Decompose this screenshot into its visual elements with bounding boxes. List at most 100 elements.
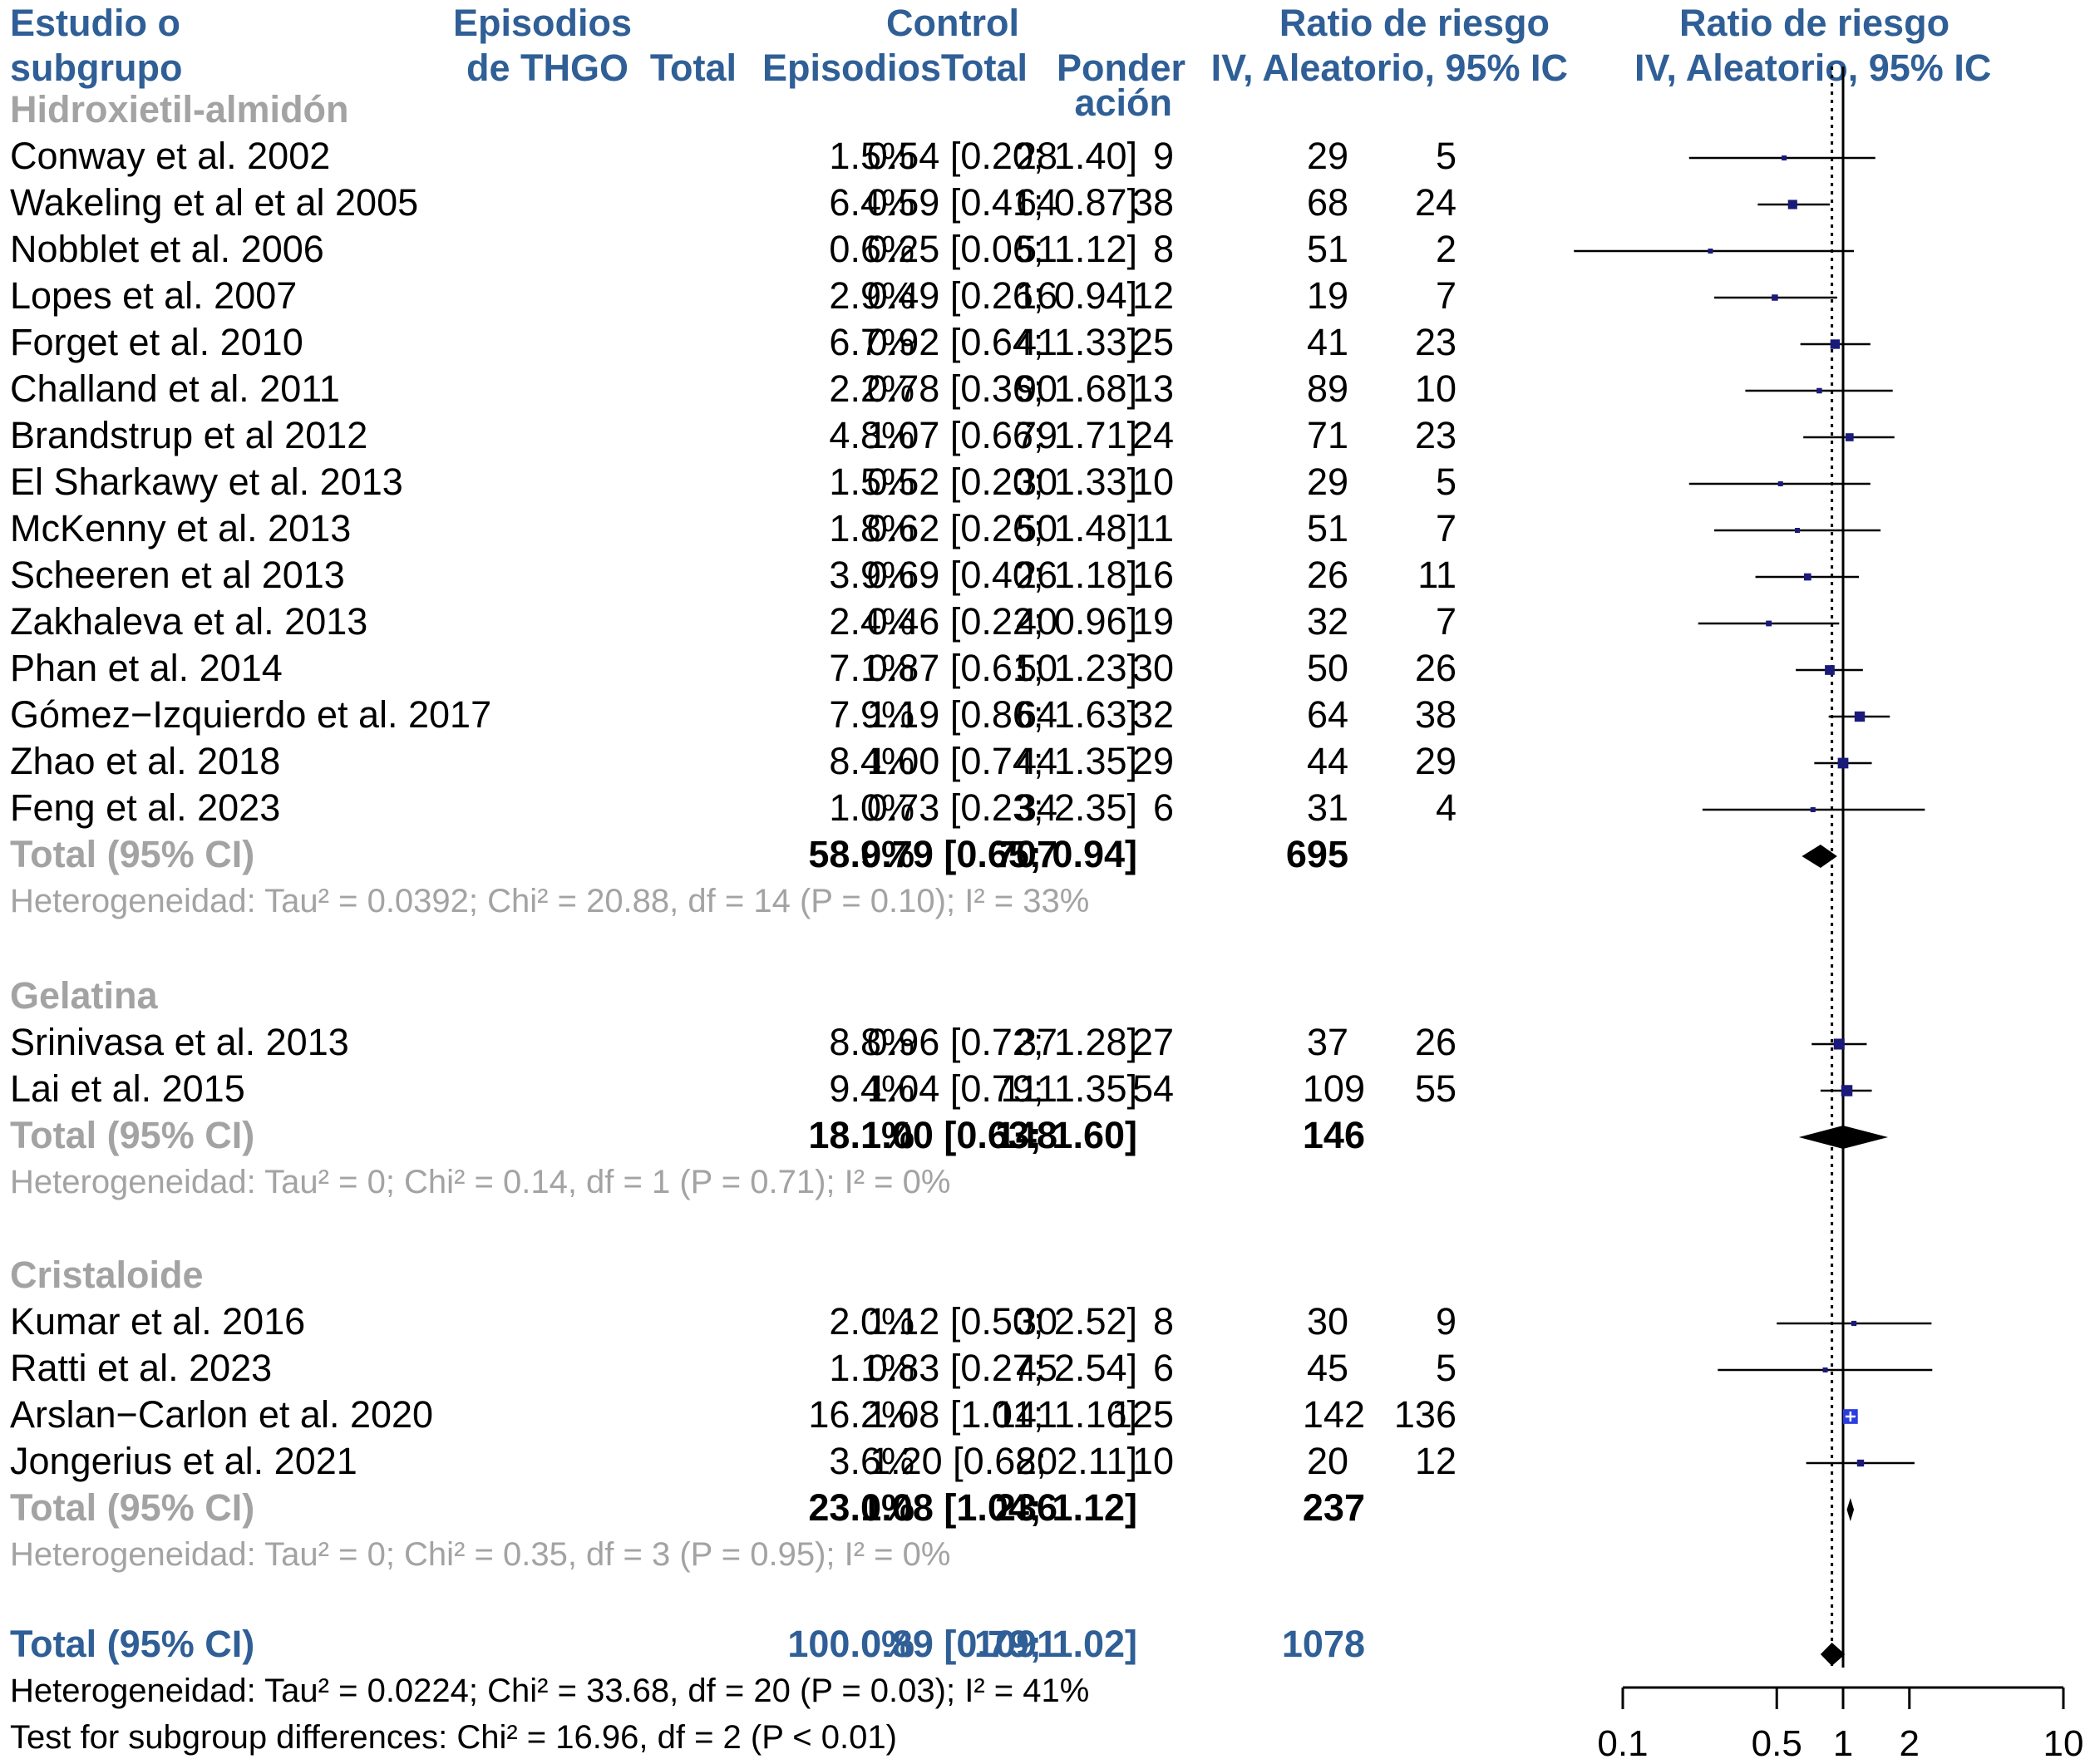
subgroup-heterogeneity: Heterogeneidad: Tau² = 0; Chi² = 0.14, d… xyxy=(10,1164,951,1200)
weight: 1.5% xyxy=(829,135,914,177)
risk-ratio-ci: 0.73 [0.23; 2.35] xyxy=(866,786,1137,829)
exp-total: 68 xyxy=(1306,181,1348,224)
ctrl-total: 30 xyxy=(1015,1300,1057,1343)
ctrl-total: 40 xyxy=(1015,600,1057,643)
weight: 2.2% xyxy=(829,367,914,410)
subgroup-diamond xyxy=(1798,1126,1889,1149)
study-name: Srinivasa et al. 2013 xyxy=(10,1021,349,1063)
ctrl-total: 16 xyxy=(1015,274,1057,317)
weight: 3.6% xyxy=(829,1440,914,1482)
header-rr-line2: IV, Aleatorio, 95% IC xyxy=(1210,47,1568,89)
subgroup-label: Cristaloide xyxy=(10,1254,204,1296)
ctrl-total: 51 xyxy=(1015,228,1057,270)
risk-ratio-ci: 1.19 [0.86; 1.63] xyxy=(866,693,1137,736)
exp-events: 5 xyxy=(1435,461,1457,503)
exp-events: 29 xyxy=(1414,740,1457,782)
subgroup-total-exp: 237 xyxy=(1302,1486,1365,1529)
ctrl-events: 27 xyxy=(1131,1021,1174,1063)
subgroup-total-label: Total (95% CI) xyxy=(10,833,255,875)
study-effect-square xyxy=(1772,294,1778,301)
ctrl-total: 141 xyxy=(994,1393,1057,1436)
overall-diamond xyxy=(1820,1643,1846,1666)
exp-events: 5 xyxy=(1435,1347,1457,1389)
subgroup-heterogeneity: Heterogeneidad: Tau² = 0.0392; Chi² = 20… xyxy=(10,883,1090,919)
header-events-line2: de THGO xyxy=(466,47,628,89)
ctrl-events: 30 xyxy=(1131,647,1174,689)
weight: 7.9% xyxy=(829,693,914,736)
risk-ratio-ci: 0.96 [0.72; 1.28] xyxy=(866,1021,1137,1063)
weight: 0.6% xyxy=(829,228,914,270)
risk-ratio-ci: 0.59 [0.41; 0.87] xyxy=(866,181,1137,224)
exp-total: 19 xyxy=(1306,274,1348,317)
study-name: Gómez−Izquierdo et al. 2017 xyxy=(10,693,492,736)
study-name: Feng et al. 2023 xyxy=(10,786,281,829)
study-effect-square xyxy=(1837,757,1849,769)
exp-events: 23 xyxy=(1414,414,1457,456)
weight: 3.9% xyxy=(829,554,914,596)
subgroup-diamond xyxy=(1802,845,1837,868)
ctrl-total: 50 xyxy=(1015,507,1057,549)
risk-ratio-ci: 1.00 [0.74; 1.35] xyxy=(866,740,1137,782)
ctrl-total: 50 xyxy=(1015,647,1057,689)
ctrl-total: 45 xyxy=(1015,1347,1057,1389)
study-name: Ratti et al. 2023 xyxy=(10,1347,273,1389)
study-effect-square xyxy=(1833,1038,1845,1050)
ctrl-events: 29 xyxy=(1131,740,1174,782)
ctrl-total: 90 xyxy=(1015,367,1057,410)
study-name: Lai et al. 2015 xyxy=(10,1067,245,1110)
ctrl-events: 13 xyxy=(1131,367,1174,410)
study-effect-square xyxy=(1856,1459,1865,1467)
weight: 16.2% xyxy=(808,1393,914,1436)
ctrl-events: 8 xyxy=(1152,228,1174,270)
study-effect-square xyxy=(1777,481,1783,486)
risk-ratio-ci: 1.04 [0.79; 1.35] xyxy=(866,1067,1137,1110)
ctrl-events: 32 xyxy=(1131,693,1174,736)
weight: 1.5% xyxy=(829,461,914,503)
ctrl-events: 10 xyxy=(1131,461,1174,503)
subgroup-total-label: Total (95% CI) xyxy=(10,1114,255,1156)
weight: 8.8% xyxy=(829,1021,914,1063)
ctrl-total: 37 xyxy=(1015,1021,1057,1063)
study-name: Lopes et al. 2007 xyxy=(10,274,298,317)
header-control-events: Episodios xyxy=(762,47,941,89)
header-plot-line2: IV, Aleatorio, 95% IC xyxy=(1634,47,1992,89)
risk-ratio-ci: 1.12 [0.50; 2.52] xyxy=(866,1300,1137,1343)
ctrl-events: 38 xyxy=(1131,181,1174,224)
risk-ratio-ci: 0.83 [0.27; 2.54] xyxy=(866,1347,1137,1389)
overall-heterogeneity: Heterogeneidad: Tau² = 0.0224; Chi² = 33… xyxy=(10,1673,1090,1709)
header-rr-line1: Ratio de riesgo xyxy=(1279,2,1550,44)
weight: 7.1% xyxy=(829,647,914,689)
header-study-line1: Estudio o xyxy=(10,2,180,44)
exp-total: 31 xyxy=(1306,786,1348,829)
study-name: Brandstrup et al 2012 xyxy=(10,414,368,456)
subgroup-total-weight: 58.9% xyxy=(808,833,914,875)
subgroup-total-rr: 1.08 [1.04; 1.12] xyxy=(860,1486,1137,1529)
study-effect-square xyxy=(1822,1367,1828,1372)
exp-events: 136 xyxy=(1393,1393,1457,1436)
overall-total-exp: 1078 xyxy=(1281,1623,1365,1665)
ctrl-events: 12 xyxy=(1131,274,1174,317)
risk-ratio-ci: 0.46 [0.22; 0.96] xyxy=(866,600,1137,643)
subgroup-total-ctrl: 707 xyxy=(994,833,1057,875)
study-name: Kumar et al. 2016 xyxy=(10,1300,306,1343)
risk-ratio-ci: 1.20 [0.68; 2.11] xyxy=(870,1440,1137,1482)
study-name: Challand et al. 2011 xyxy=(10,367,340,410)
subgroup-difference-test: Test for subgroup differences: Chi² = 16… xyxy=(10,1719,897,1756)
exp-total: 71 xyxy=(1306,414,1348,456)
weight: 1.1% xyxy=(829,1347,914,1389)
ctrl-events: 6 xyxy=(1152,786,1174,829)
exp-total: 29 xyxy=(1306,461,1348,503)
weight: 1.0% xyxy=(829,786,914,829)
risk-ratio-ci: 0.87 [0.61; 1.23] xyxy=(866,647,1137,689)
subgroup-total-label: Total (95% CI) xyxy=(10,1486,255,1529)
study-name: Arslan−Carlon et al. 2020 xyxy=(10,1393,434,1436)
exp-events: 12 xyxy=(1414,1440,1457,1482)
subgroup-total-weight: 23.0% xyxy=(808,1486,914,1529)
study-effect-square xyxy=(1816,387,1822,394)
study-effect-square xyxy=(1845,433,1854,441)
subgroup-total-rr: 0.79 [0.65; 0.94] xyxy=(860,833,1137,875)
study-effect-square xyxy=(1803,573,1811,581)
risk-ratio-ci: 0.25 [0.06; 1.12] xyxy=(866,228,1137,270)
x-tick-label: 1 xyxy=(1833,1723,1853,1764)
